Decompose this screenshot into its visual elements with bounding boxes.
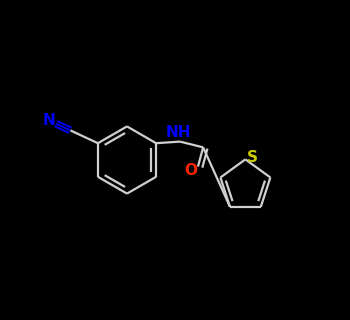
Text: N: N <box>42 113 55 128</box>
Text: NH: NH <box>166 125 191 140</box>
Text: S: S <box>247 150 258 165</box>
Text: O: O <box>184 163 197 178</box>
